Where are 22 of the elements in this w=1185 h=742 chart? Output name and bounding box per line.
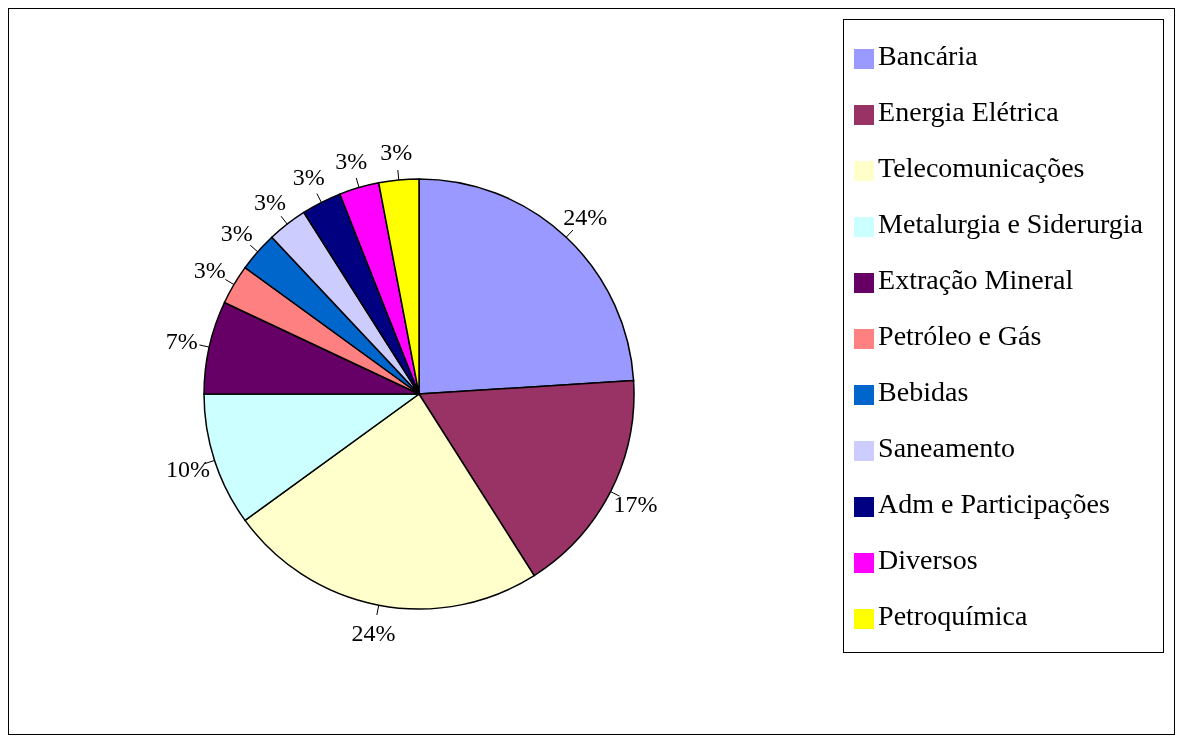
data-label: 3% <box>220 220 253 247</box>
data-label: 24% <box>563 203 608 230</box>
legend-label: Bancária <box>878 40 978 71</box>
data-label: 3% <box>292 164 325 191</box>
legend-label: Diversos <box>878 544 978 575</box>
data-label: 3% <box>254 188 287 215</box>
data-label: 24% <box>351 619 396 646</box>
data-label: 3% <box>335 147 368 174</box>
legend-label: Saneamento <box>878 432 1015 463</box>
legend-label: Telecomunicações <box>878 152 1085 183</box>
legend-label: Bebidas <box>878 376 969 407</box>
legend-label: Energia Elétrica <box>878 96 1059 127</box>
legend-label: Extração Mineral <box>878 264 1074 295</box>
legend-label: Petroquímica <box>878 600 1028 631</box>
legend-label: Adm e Participações <box>878 488 1110 519</box>
data-label: 17% <box>613 491 658 518</box>
data-label: 3% <box>380 139 413 166</box>
data-label: 3% <box>193 257 226 284</box>
data-label: 7% <box>165 327 198 354</box>
legend-label: Metalurgia e Siderurgia <box>878 208 1143 239</box>
data-label: 10% <box>165 456 210 483</box>
legend-label: Petróleo e Gás <box>878 320 1042 351</box>
